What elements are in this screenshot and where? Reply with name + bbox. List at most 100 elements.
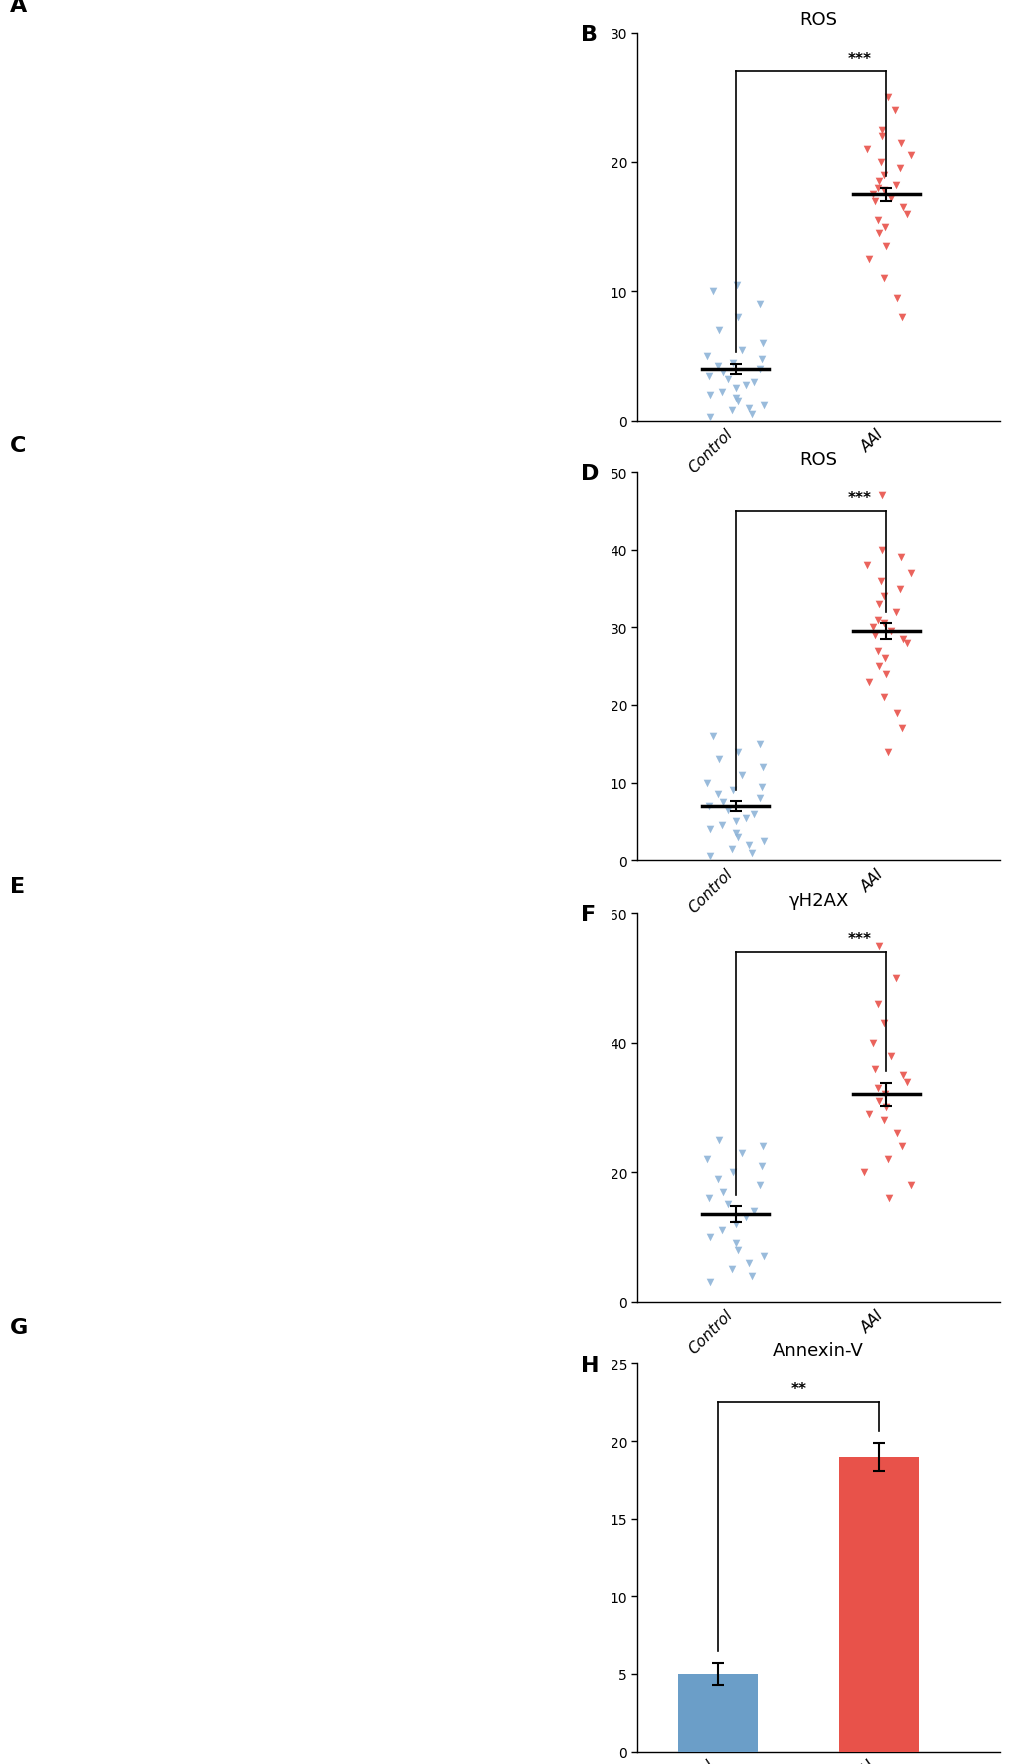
Point — [887, 965, 903, 993]
Point — [870, 653, 887, 681]
Point — [723, 397, 740, 425]
Point — [872, 536, 889, 564]
Point — [729, 388, 745, 416]
Title: ROS: ROS — [799, 450, 837, 469]
Point — [893, 1132, 909, 1161]
Point — [870, 220, 887, 249]
Point — [701, 1268, 717, 1297]
Title: ROS: ROS — [799, 11, 837, 30]
Point — [700, 362, 716, 390]
Point — [727, 1230, 743, 1258]
Point — [751, 730, 767, 759]
Point — [902, 143, 918, 171]
Point — [864, 1028, 880, 1057]
Point — [878, 1145, 895, 1173]
Point — [875, 162, 892, 191]
Point — [874, 1009, 891, 1037]
Point — [875, 1106, 892, 1134]
Point — [714, 789, 731, 817]
Point — [888, 699, 904, 727]
Point — [723, 349, 740, 377]
Point — [875, 265, 892, 293]
Point — [751, 1171, 767, 1200]
Point — [902, 1171, 918, 1200]
Point — [745, 1198, 761, 1226]
Point — [727, 820, 743, 848]
Point — [740, 831, 756, 859]
Point — [738, 804, 754, 833]
Point — [860, 245, 876, 273]
Text: ***: *** — [847, 490, 870, 506]
Point — [869, 931, 886, 960]
Point — [891, 155, 907, 183]
Point — [723, 834, 740, 863]
Point — [868, 990, 884, 1018]
Point — [733, 337, 749, 365]
Point — [872, 148, 889, 176]
Text: H: H — [581, 1355, 599, 1374]
Point — [719, 367, 736, 395]
Point — [710, 1125, 727, 1154]
Point — [744, 840, 760, 868]
Point — [727, 808, 743, 836]
Y-axis label: Fluorescence intensity
(A. U.): Fluorescence intensity (A. U.) — [576, 150, 606, 305]
Text: A: A — [10, 0, 28, 16]
Point — [869, 1074, 886, 1102]
Point — [701, 404, 717, 432]
Point — [733, 762, 749, 790]
Point — [892, 543, 908, 572]
Point — [712, 379, 729, 407]
Point — [886, 97, 902, 125]
Point — [719, 796, 736, 824]
Point — [754, 753, 770, 781]
Point — [869, 206, 886, 235]
Text: B: B — [581, 25, 598, 44]
Point — [723, 1159, 740, 1187]
Point — [877, 660, 894, 688]
Point — [730, 303, 746, 332]
Point — [733, 1140, 749, 1168]
Point — [700, 1184, 716, 1212]
Point — [866, 187, 882, 215]
Point — [744, 1261, 760, 1289]
Point — [874, 610, 891, 639]
Point — [723, 776, 740, 804]
Point — [898, 630, 914, 658]
Point — [710, 318, 727, 346]
Point — [875, 582, 892, 610]
Point — [872, 123, 889, 152]
Point — [723, 1256, 740, 1284]
Text: ***: *** — [847, 51, 870, 67]
Point — [888, 284, 904, 312]
Point — [876, 646, 893, 674]
Point — [744, 400, 760, 429]
Point — [751, 356, 767, 385]
Point — [745, 801, 761, 829]
Text: D: D — [581, 464, 599, 483]
Point — [727, 385, 743, 413]
Text: E: E — [10, 877, 25, 896]
Point — [701, 1222, 717, 1251]
Bar — [838, 1457, 918, 1752]
Y-axis label: Fluorescence intensity
(A. U.): Fluorescence intensity (A. U.) — [576, 589, 606, 744]
Point — [719, 1191, 736, 1219]
Point — [866, 1055, 882, 1083]
Point — [891, 575, 907, 603]
Point — [698, 1145, 714, 1173]
Point — [873, 116, 890, 145]
Point — [712, 1217, 729, 1245]
Point — [860, 1101, 876, 1129]
Point — [729, 272, 745, 300]
Point — [881, 185, 898, 213]
Y-axis label: Fluorescence intensity
(A. U.): Fluorescence intensity (A. U.) — [576, 1030, 606, 1185]
Point — [868, 175, 884, 203]
Point — [698, 342, 714, 370]
Point — [710, 746, 727, 774]
Point — [709, 1164, 726, 1192]
Point — [709, 781, 726, 810]
Point — [701, 843, 717, 871]
Point — [887, 598, 903, 626]
Point — [858, 552, 874, 580]
Point — [729, 1237, 745, 1265]
Y-axis label: Percentage (%): Percentage (%) — [592, 1505, 606, 1611]
